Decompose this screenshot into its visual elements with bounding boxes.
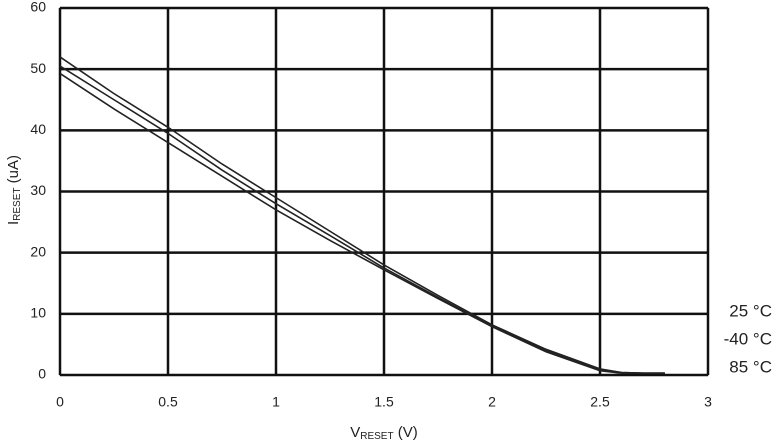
y-tick-label: 30 <box>30 182 46 198</box>
x-tick-label: 0.5 <box>158 394 178 410</box>
x-tick-label: 0 <box>56 394 64 410</box>
x-tick-label: 1 <box>272 394 280 410</box>
y-label-sub: RESET <box>12 188 23 221</box>
y-tick-label: 50 <box>30 60 46 76</box>
y-label-main: I <box>5 221 22 225</box>
data-line <box>59 56 665 374</box>
x-label-main: V <box>350 424 360 441</box>
y-tick-label: 60 <box>30 0 46 15</box>
x-label-sub: RESET <box>360 431 393 442</box>
x-tick-label: 3 <box>704 394 712 410</box>
y-tick-label: 0 <box>38 366 46 382</box>
legend-label: -40 °C <box>724 329 772 348</box>
y-axis-label: IRESET (uA) <box>5 155 23 225</box>
legend-label: 25 °C <box>729 301 772 320</box>
data-line <box>59 72 665 374</box>
y-tick-label: 20 <box>30 243 46 259</box>
x-tick-label: 2 <box>488 394 496 410</box>
data-line <box>59 65 665 374</box>
y-tick-label: 10 <box>30 305 46 321</box>
legend-label: 85 °C <box>729 357 772 376</box>
y-label-unit: (uA) <box>5 155 22 188</box>
x-tick-label: 1.5 <box>374 394 394 410</box>
x-label-unit: (V) <box>394 424 418 441</box>
y-tick-label: 40 <box>30 121 46 137</box>
x-tick-label: 2.5 <box>590 394 610 410</box>
x-axis-label: VRESET (V) <box>350 424 418 442</box>
